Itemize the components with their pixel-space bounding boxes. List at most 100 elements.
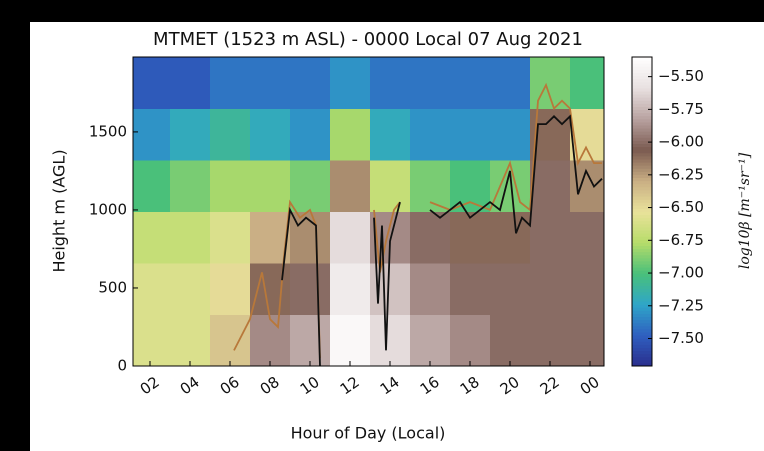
colorbar-step [632,214,652,219]
heatmap-cell [210,211,251,264]
heatmap-cell [530,314,571,367]
heatmap-cell [370,108,411,161]
heatmap-cell [330,263,371,315]
heatmap-cell [530,160,571,212]
colorbar-step [632,230,652,234]
colorbar-step [632,146,652,151]
heatmap-cell [290,57,331,109]
x-axis-title: Hour of Day (Local) [291,424,446,443]
heatmap-cell [133,263,171,315]
colorbar-step [632,174,652,179]
colorbar-step [632,63,652,67]
colorbar-step [632,344,652,348]
colorbar-step [632,81,652,86]
heatmap-cell [133,108,171,161]
colorbar-step [632,220,652,225]
heatmap-cell [170,211,211,264]
heatmap-cell [330,211,371,264]
colorbar-step [632,347,652,352]
colorbar-step [632,112,652,117]
colorbar-step [632,103,652,107]
heatmap-cell [290,211,331,264]
colorbar-step [632,162,652,166]
heatmap-cell [450,108,491,161]
heatmap-cell [490,160,531,212]
colorbar-step [632,328,652,333]
colorbar-step [632,304,652,308]
colorbar-step [632,78,652,83]
colorbar-step [632,152,652,157]
colorbar-step [632,322,652,327]
heatmap-cell [410,211,451,264]
heatmap-cell [290,108,331,161]
colorbar-frame [631,56,653,367]
heatmap-cell [570,211,605,264]
heatmap-cell [370,160,411,212]
heatmap-cell [490,263,531,315]
colorbar-step [632,338,652,342]
colorbar-tick-label: −5.75 [658,100,704,118]
colorbar-step [632,270,652,274]
chart-title: MTMET (1523 m ASL) - 0000 Local 07 Aug 2… [153,29,583,50]
colorbar-step [632,257,652,262]
heatmap-cell [250,263,291,315]
colorbar-step [632,149,652,154]
heatmap-cell [530,263,571,315]
heatmap-cell [250,160,291,212]
heatmap-cell [210,314,251,367]
heatmap-cell [250,314,291,367]
colorbar-step [632,248,652,253]
heatmap-cell [570,263,605,315]
colorbar-step [632,137,652,141]
colorbar-step [632,90,652,95]
colorbar-step [632,196,652,200]
colorbar-step [632,223,652,228]
colorbar-tick-label: −7.25 [658,296,704,314]
heatmap-cell [490,57,531,109]
colorbar-step [632,100,652,104]
colorbar-step [632,57,652,61]
heatmap-cell [530,211,571,264]
colorbar-step [632,245,652,250]
colorbar-step [632,226,652,231]
heatmap-cell [370,57,411,109]
colorbar-step [632,124,652,129]
colorbar-step [632,251,652,256]
heatmap-cell [133,160,171,212]
heatmap-cell [450,314,491,367]
colorbar-step [632,260,652,265]
colorbar-step [632,118,652,123]
colorbar-step [632,325,652,330]
colorbar-tick-label: −7.50 [658,329,704,347]
colorbar-step [632,233,652,237]
heatmap-cell [133,57,171,109]
colorbar-step [632,158,652,163]
heatmap-cell [530,57,571,109]
colorbar-step [632,319,652,324]
colorbar-step [632,208,652,212]
colorbar-step [632,291,652,296]
colorbar-step [632,115,652,120]
heatmap-cell [410,160,451,212]
heatmap-cell [570,314,605,367]
colorbar-step [632,242,652,246]
colorbar-step [632,165,652,169]
colorbar-step [632,177,652,182]
colorbar-step [632,301,652,305]
heatmap-cell [210,57,251,109]
colorbar-step [632,285,652,290]
colorbar-step [632,236,652,240]
y-axis-title: Height m (AGL) [50,149,69,272]
heatmap-cell [330,314,371,367]
series-line [281,114,603,367]
colorbar-step [632,307,652,311]
colorbar-step [632,267,652,271]
heatmap-cell [410,314,451,367]
heatmap-cell [410,263,451,315]
colorbar-tick-label: −7.00 [658,264,704,282]
colorbar-step [632,94,652,98]
colorbar-step [632,273,652,277]
colorbar-step [632,199,652,203]
colorbar-step [632,180,652,185]
